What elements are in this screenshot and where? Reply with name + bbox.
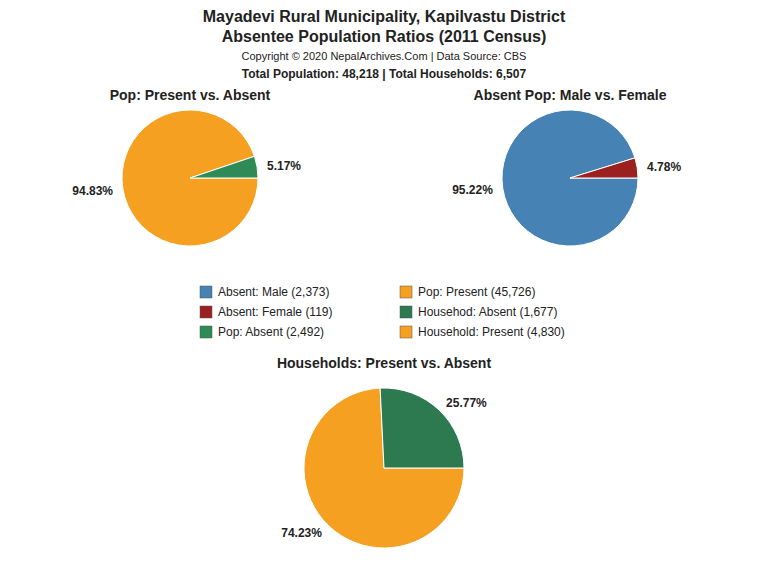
title: Mayadevi Rural Municipality, Kapilvastu … (203, 8, 566, 25)
pie (122, 110, 258, 246)
legend-swatch (200, 306, 212, 318)
legend-label: Pop: Present (45,726) (418, 285, 535, 299)
data-labels: 74.23% 25.77% (281, 396, 487, 540)
pie-title: Households: Present vs. Absent (277, 355, 492, 371)
data-labels: 94.83% 5.17% (72, 159, 301, 198)
legend-swatch (400, 326, 412, 338)
pie-slice (190, 156, 258, 178)
data-label: 94.83% (72, 184, 113, 198)
chart-svg: Mayadevi Rural Municipality, Kapilvastu … (0, 0, 768, 576)
pie-slice (304, 388, 464, 548)
legend-swatch (400, 286, 412, 298)
pie-slice (570, 158, 638, 178)
legend: Absent: Male (2,373) Absent: Female (119)… (200, 285, 565, 339)
pie-title: Pop: Present vs. Absent (110, 87, 271, 103)
legend-label: Absent: Female (119) (218, 305, 333, 319)
data-label: 74.23% (281, 526, 322, 540)
pie (502, 110, 638, 246)
annotation: Total Population: 48,218 | Total Househo… (242, 67, 527, 81)
pie-title: Absent Pop: Male vs. Female (474, 87, 667, 103)
data-label: 95.22% (452, 183, 493, 197)
legend-item: Househod: Absent (1,677) (400, 305, 557, 319)
legend-item: Pop: Absent (2,492) (200, 325, 324, 339)
subtitle: Absentee Population Ratios (2011 Census) (222, 28, 547, 45)
legend-swatch (200, 326, 212, 338)
annotation: Copyright © 2020 NepalArchives.Com | Dat… (242, 50, 527, 62)
pie-slice (122, 110, 258, 246)
legend-item: Pop: Present (45,726) (400, 285, 535, 299)
legend-swatch (400, 306, 412, 318)
legend-label: Pop: Absent (2,492) (218, 325, 324, 339)
legend-label: Absent: Male (2,373) (218, 285, 329, 299)
legend-item: Household: Present (4,830) (400, 325, 565, 339)
legend-label: Househod: Absent (1,677) (418, 305, 557, 319)
data-labels: 95.22% 4.78% (452, 160, 681, 197)
legend-item: Absent: Female (119) (200, 305, 333, 319)
legend-swatch (200, 286, 212, 298)
legend-item: Absent: Male (2,373) (200, 285, 329, 299)
pie (304, 388, 464, 548)
pie-slice (502, 110, 638, 246)
legend-label: Household: Present (4,830) (418, 325, 565, 339)
data-label: 25.77% (446, 396, 487, 410)
data-label: 4.78% (647, 160, 681, 174)
data-label: 5.17% (267, 159, 301, 173)
